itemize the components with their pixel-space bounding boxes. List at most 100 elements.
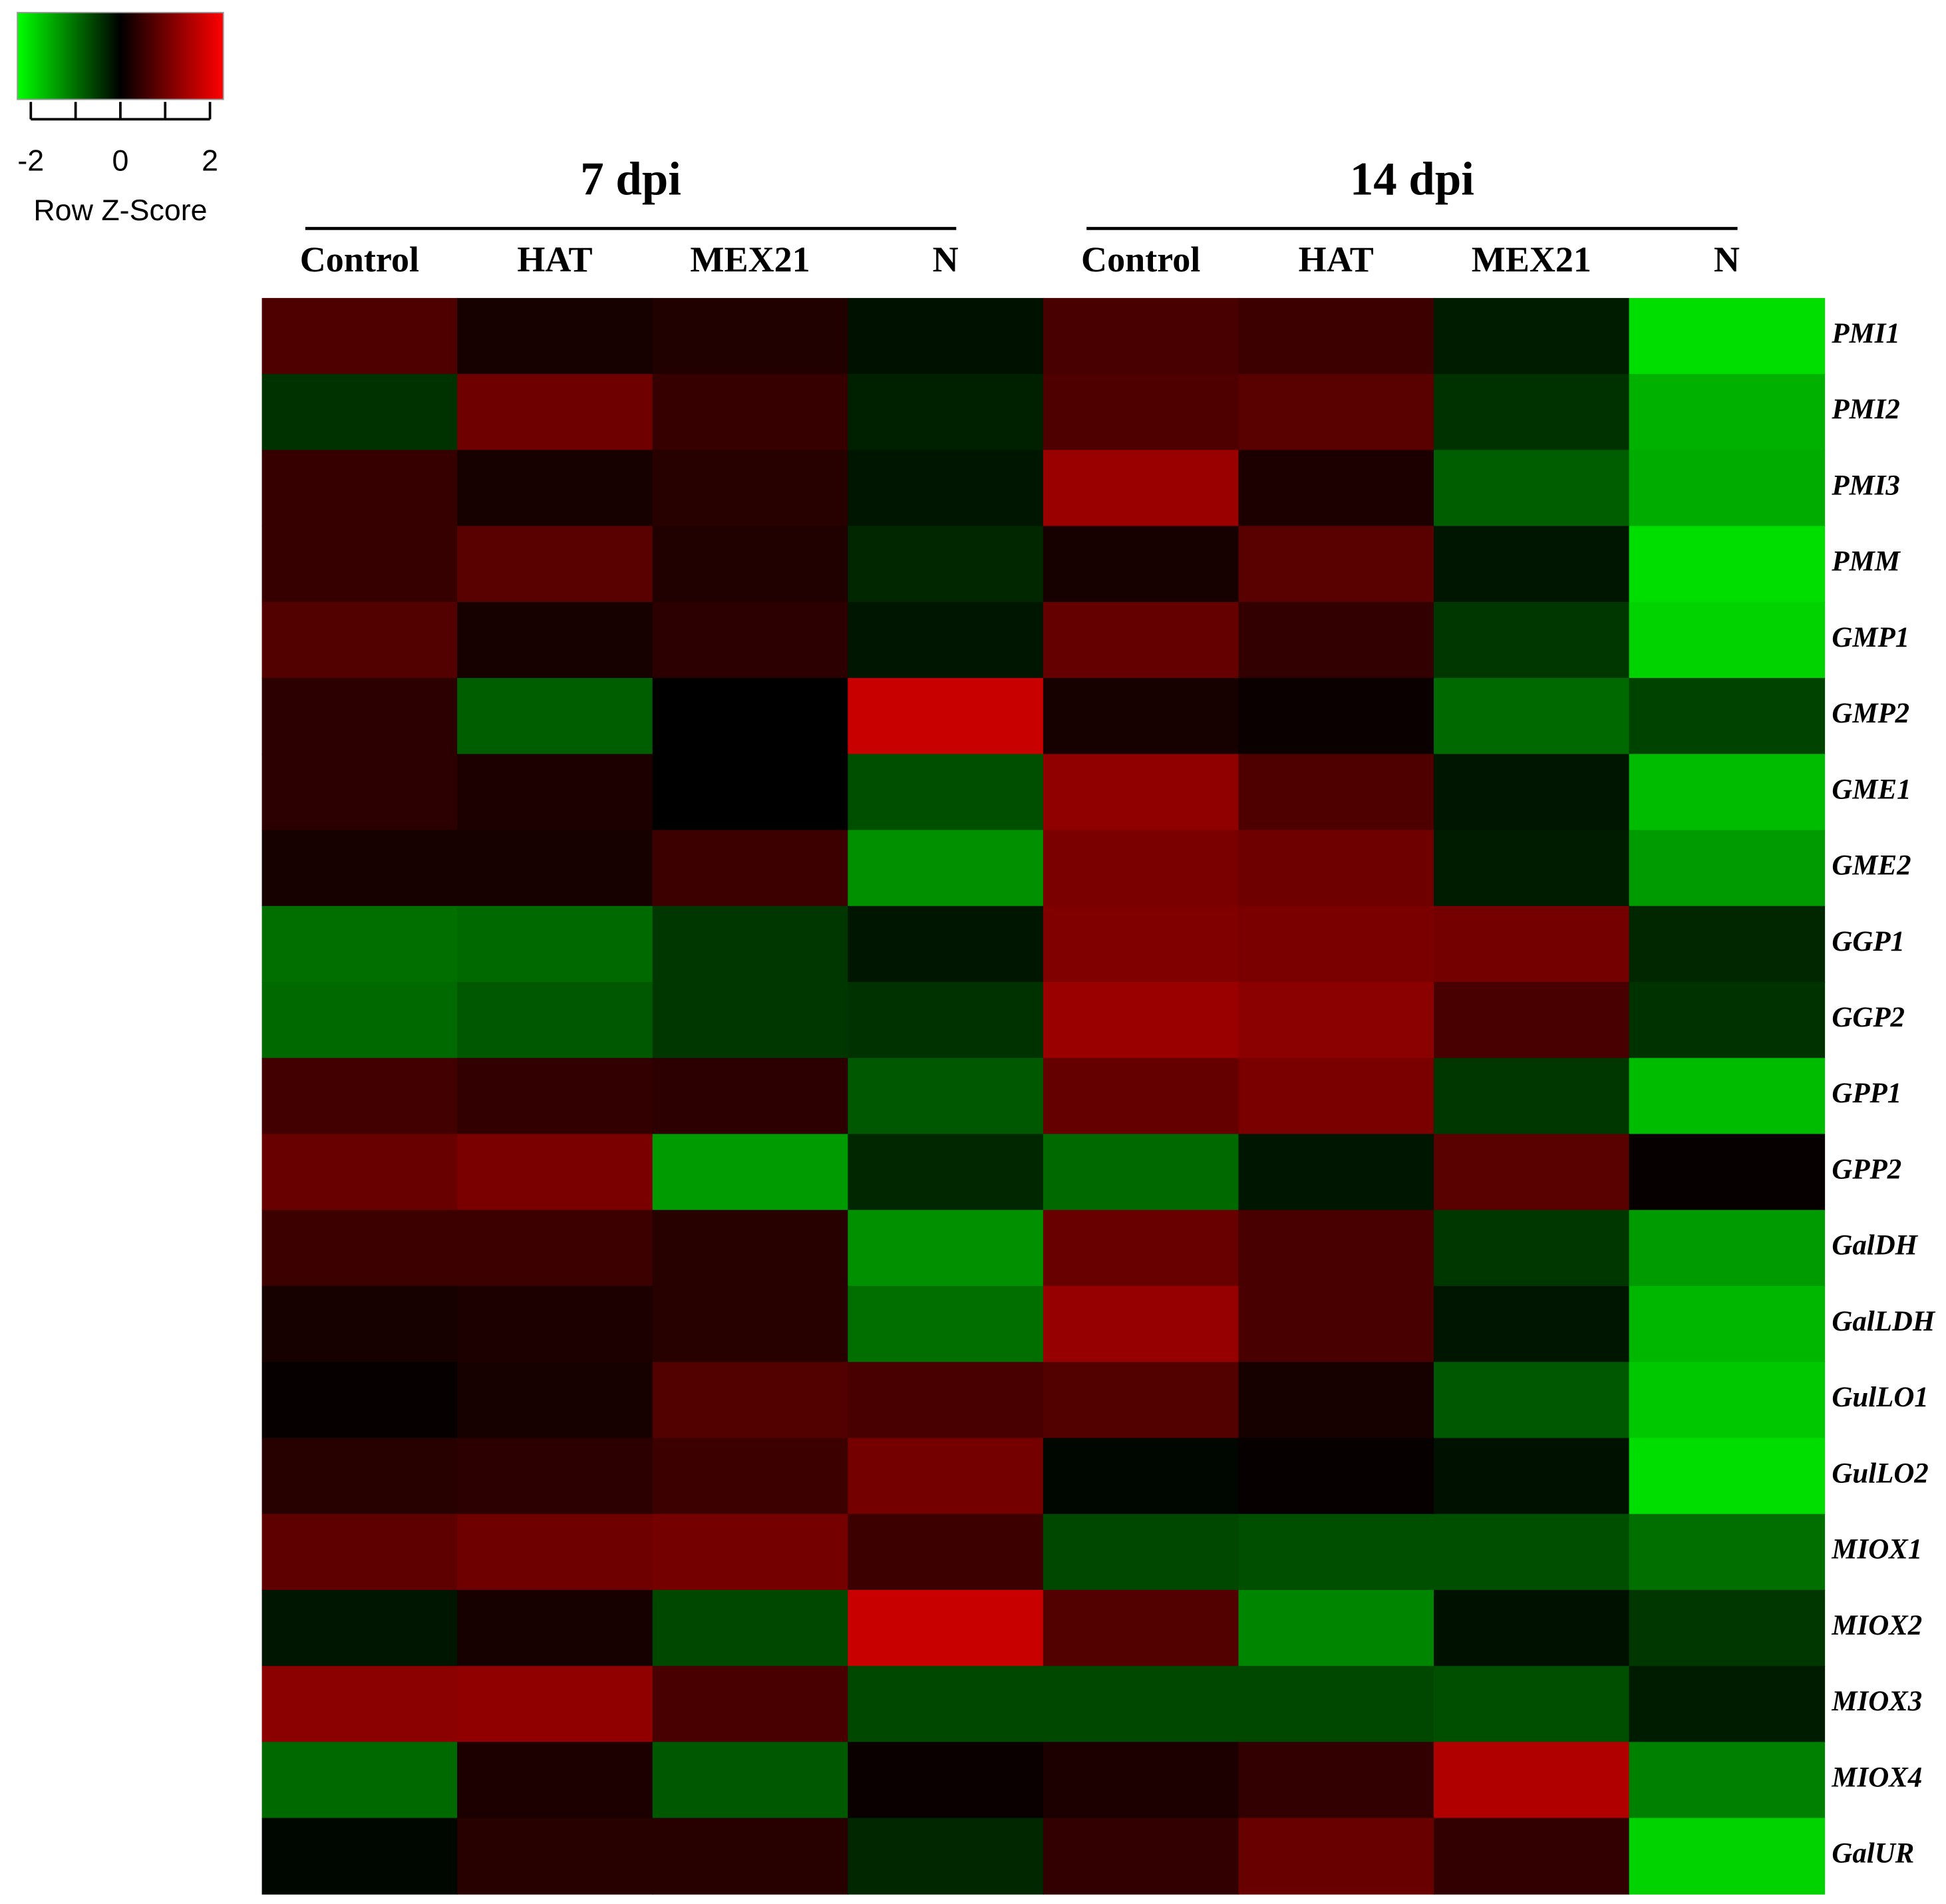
heat-cell: [848, 1438, 1044, 1515]
heat-cell: [1629, 1362, 1826, 1439]
row-label: GPP1: [1832, 1078, 1901, 1109]
heat-cell: [848, 601, 1044, 679]
heat-cell: [261, 526, 458, 603]
heat-cell: [1238, 905, 1434, 983]
heat-cell: [261, 905, 458, 983]
heat-cell: [1238, 678, 1434, 755]
heat-cell: [652, 450, 849, 527]
heat-cell: [1434, 374, 1630, 451]
heat-cell: [457, 982, 653, 1059]
heat-cell: [457, 905, 653, 983]
heat-cell: [848, 830, 1044, 907]
heat-cell: [652, 1742, 849, 1819]
heat-cell: [848, 905, 1044, 983]
heat-cell: [457, 1438, 653, 1515]
heat-cell: [457, 297, 653, 375]
heat-cell: [1043, 1134, 1239, 1211]
heat-cell: [1043, 1589, 1239, 1667]
heat-cell: [1238, 1134, 1434, 1211]
heat-cell: [1043, 526, 1239, 603]
heat-cell: [1434, 297, 1630, 375]
heat-cell: [1043, 1209, 1239, 1287]
heat-cell: [1629, 1285, 1826, 1363]
row-label: GGP1: [1832, 926, 1905, 957]
row-label: GalLDH: [1832, 1306, 1936, 1337]
heat-cell: [1629, 601, 1826, 679]
heat-cell: [652, 297, 849, 375]
heat-cell: [652, 830, 849, 907]
group-label: 7 dpi: [580, 154, 681, 206]
heat-cell: [1043, 754, 1239, 831]
heat-cell: [652, 1058, 849, 1135]
colorbar: [17, 11, 224, 100]
column-label: Control: [300, 239, 419, 279]
heat-cell: [1434, 1438, 1630, 1515]
heat-cell: [457, 601, 653, 679]
heat-cell: [261, 1666, 458, 1743]
heat-cell: [1043, 1362, 1239, 1439]
row-label: MIOX3: [1831, 1686, 1922, 1717]
heat-cell: [848, 450, 1044, 527]
heat-cell: [1238, 1209, 1434, 1287]
row-label: PMI1: [1831, 318, 1899, 349]
heat-cell: [652, 754, 849, 831]
heat-cell: [261, 982, 458, 1059]
heat-cell: [1434, 678, 1630, 755]
heat-cell: [457, 1589, 653, 1667]
heat-cell: [1238, 754, 1434, 831]
row-label: MIOX1: [1831, 1534, 1922, 1565]
row-label: MIOX2: [1831, 1610, 1922, 1641]
heat-cell: [457, 830, 653, 907]
column-label: HAT: [1299, 239, 1374, 279]
heat-cell: [261, 1589, 458, 1667]
heat-cell: [1629, 1058, 1826, 1135]
heat-cell: [1238, 1362, 1434, 1439]
heat-cell: [848, 526, 1044, 603]
heat-cell: [457, 1058, 653, 1135]
heat-cell: [457, 1209, 653, 1287]
row-label: PMI2: [1831, 394, 1899, 425]
heat-cell: [1238, 1058, 1434, 1135]
heat-cell: [261, 601, 458, 679]
heat-cell: [1629, 1209, 1826, 1287]
heat-cell: [261, 297, 458, 375]
heat-cell: [1629, 1666, 1826, 1743]
heat-cell: [457, 1134, 653, 1211]
heat-cell: [1629, 1818, 1826, 1895]
heat-cell: [457, 1362, 653, 1439]
heat-cell: [848, 1058, 1044, 1135]
heat-cell: [457, 1285, 653, 1363]
row-label: PMI3: [1831, 470, 1899, 501]
row-label: PMM: [1831, 546, 1901, 577]
heat-cell: [1238, 1438, 1434, 1515]
heat-cell: [848, 678, 1044, 755]
heat-cell: [1238, 601, 1434, 679]
row-label: GME1: [1832, 774, 1911, 805]
heat-cell: [652, 982, 849, 1059]
heat-cell: [1434, 1589, 1630, 1667]
heat-cell: [1043, 374, 1239, 451]
heat-cell: [1629, 1742, 1826, 1819]
heat-cell: [1629, 754, 1826, 831]
heat-cell: [1629, 982, 1826, 1059]
heat-cell: [457, 374, 653, 451]
heat-cell: [1434, 526, 1630, 603]
heat-cell: [1434, 601, 1630, 679]
heat-cell: [261, 1058, 458, 1135]
column-label: N: [1714, 239, 1740, 279]
heat-cell: [261, 1818, 458, 1895]
heat-cell: [848, 297, 1044, 375]
heat-cell: [652, 1818, 849, 1895]
heat-cell: [1238, 297, 1434, 375]
row-label: GMP2: [1832, 698, 1909, 729]
heat-cell: [1043, 982, 1239, 1059]
group-label: 14 dpi: [1350, 154, 1474, 206]
heat-cell: [1238, 1589, 1434, 1667]
heat-cell: [1043, 1818, 1239, 1895]
heat-cell: [652, 1285, 849, 1363]
heat-cell: [1043, 830, 1239, 907]
heat-cell: [652, 601, 849, 679]
heat-cell: [261, 754, 458, 831]
